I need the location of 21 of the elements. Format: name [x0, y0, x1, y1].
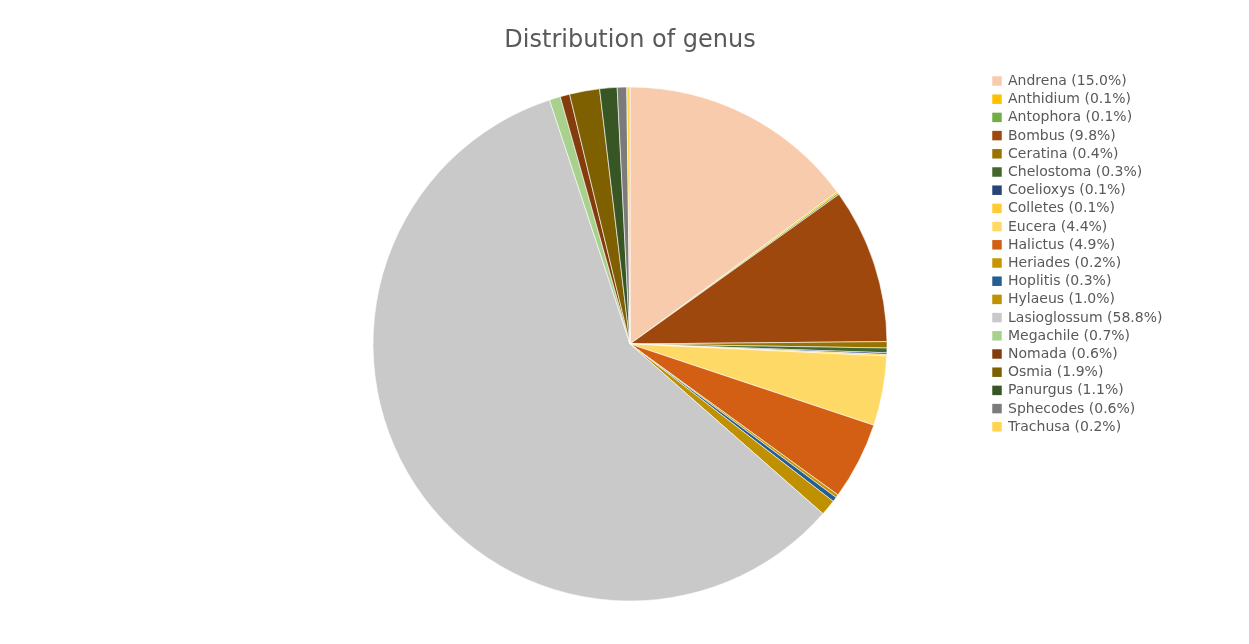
legend-label: Ceratina (0.4%) — [1008, 144, 1119, 161]
legend-label: Panurgus (1.1%) — [1008, 381, 1124, 398]
legend-label: Lasioglossum (58.8%) — [1008, 308, 1163, 325]
legend-label: Bombus (9.8%) — [1008, 126, 1116, 143]
legend-label: Eucera (4.4%) — [1008, 217, 1108, 234]
legend-label: Anthidium (0.1%) — [1008, 90, 1131, 107]
legend-label: Halictus (4.9%) — [1008, 235, 1116, 252]
legend-label: Megachile (0.7%) — [1008, 326, 1131, 343]
chart-title: Distribution of genus — [504, 25, 756, 53]
legend-label: Hoplitis (0.3%) — [1008, 272, 1112, 289]
legend-label: Colletes (0.1%) — [1008, 199, 1116, 216]
legend-label: Heriades (0.2%) — [1008, 254, 1122, 270]
legend-label: Chelostoma (0.3%) — [1008, 163, 1143, 179]
legend-label: Nomada (0.6%) — [1008, 345, 1118, 361]
legend-label: Hylaeus (1.0%) — [1008, 290, 1116, 307]
legend-label: Antophora (0.1%) — [1008, 108, 1133, 125]
legend-label: Andrena (15.0%) — [1008, 72, 1127, 88]
legend-label: Coelioxys (0.1%) — [1008, 181, 1126, 198]
legend-label: Trachusa (0.2%) — [1007, 417, 1122, 434]
legend-label: Osmia (1.9%) — [1008, 363, 1104, 380]
legend-label: Sphecodes (0.6%) — [1008, 399, 1136, 416]
